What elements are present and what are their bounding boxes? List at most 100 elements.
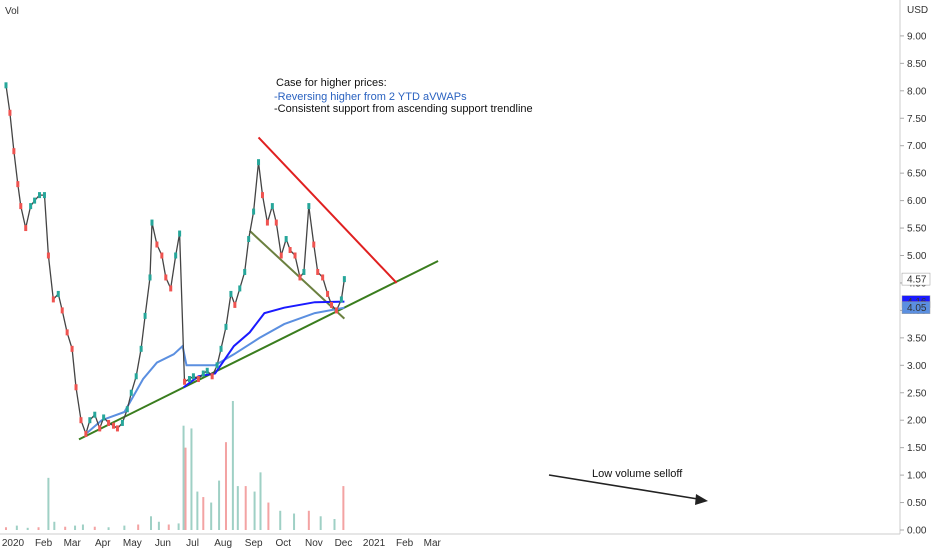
volume-bar bbox=[123, 525, 126, 530]
trendline bbox=[248, 230, 346, 320]
volume-bar bbox=[319, 516, 322, 530]
x-tick-label: Feb bbox=[396, 538, 414, 549]
avwap-line bbox=[85, 306, 345, 435]
y-tick-label: 0.50 bbox=[907, 498, 927, 509]
price-candle bbox=[224, 323, 228, 330]
price-candle bbox=[29, 203, 33, 210]
price-candle bbox=[265, 219, 269, 226]
annotation-line1: -Reversing higher from 2 YTD aVWAPs bbox=[274, 91, 467, 103]
volume-bar bbox=[74, 525, 77, 530]
currency-label: USD bbox=[907, 5, 928, 16]
price-candle bbox=[115, 425, 119, 432]
price-candle bbox=[243, 268, 247, 275]
volume-bar bbox=[202, 497, 205, 530]
y-tick-label: 7.00 bbox=[907, 141, 927, 152]
price-candle bbox=[155, 241, 159, 248]
price-candle bbox=[330, 301, 334, 308]
price-points bbox=[4, 82, 346, 437]
price-candle bbox=[169, 285, 173, 292]
volume-bar bbox=[333, 519, 336, 530]
y-tick-label: 6.00 bbox=[907, 196, 927, 207]
volume-bar bbox=[279, 510, 282, 530]
price-candle bbox=[215, 362, 219, 369]
price-candle bbox=[339, 296, 343, 303]
price-candle bbox=[178, 230, 182, 237]
price-label: 4.57 bbox=[907, 275, 927, 286]
y-tick-label: 1.50 bbox=[907, 443, 927, 454]
volume-bar bbox=[224, 442, 227, 530]
price-candle bbox=[293, 252, 297, 259]
price-candle bbox=[88, 417, 92, 424]
price-candle bbox=[191, 373, 195, 380]
price-candle bbox=[205, 367, 209, 374]
volume-bar bbox=[64, 526, 67, 530]
volume-bar bbox=[244, 486, 247, 530]
price-candle bbox=[143, 312, 147, 319]
x-tick-label: Jul bbox=[186, 538, 199, 549]
price-candle bbox=[42, 192, 46, 199]
y-tick-label: 5.50 bbox=[907, 224, 927, 235]
price-candle bbox=[120, 419, 124, 426]
annotation-header: Case for higher prices: bbox=[276, 77, 387, 89]
y-tick-label: 8.50 bbox=[907, 59, 927, 70]
price-candle bbox=[298, 274, 302, 281]
price-candle bbox=[326, 290, 330, 297]
x-tick-label: Nov bbox=[305, 538, 323, 549]
x-axis-ticks: 2020 Feb Mar Apr May Jun Jul Aug Sep Oct Nov Dec 202… bbox=[2, 538, 442, 549]
price-candle bbox=[196, 376, 200, 383]
price-series-line bbox=[5, 85, 346, 437]
volume-bar bbox=[267, 502, 270, 530]
volume-bar bbox=[190, 428, 193, 530]
price-candle bbox=[229, 290, 233, 297]
x-tick-label: Dec bbox=[335, 538, 353, 549]
x-tick-label: Aug bbox=[214, 538, 232, 549]
price-candle bbox=[112, 422, 116, 429]
price-candle bbox=[334, 307, 338, 314]
price-candle bbox=[260, 192, 264, 199]
price-label: 4.05 bbox=[907, 303, 927, 314]
price-labels: 4.574.164.05 bbox=[901, 272, 931, 314]
x-tick-label: 2021 bbox=[363, 538, 386, 549]
price-candle bbox=[8, 109, 12, 116]
price-candle bbox=[201, 370, 205, 377]
price-candle bbox=[160, 252, 164, 259]
volume-bar bbox=[4, 527, 7, 530]
price-candle bbox=[70, 345, 74, 352]
x-tick-label: Apr bbox=[95, 538, 111, 549]
volume-bars bbox=[4, 400, 345, 530]
y-tick-label: 1.00 bbox=[907, 471, 927, 482]
volume-bar bbox=[107, 527, 110, 530]
volume-bar bbox=[26, 527, 29, 530]
price-label-box bbox=[901, 301, 931, 314]
price-candle bbox=[79, 417, 83, 424]
price-candle bbox=[98, 425, 102, 432]
volume-bar bbox=[37, 527, 40, 530]
volume-bar bbox=[307, 510, 310, 530]
price-candle bbox=[24, 225, 28, 232]
volume-bar bbox=[167, 524, 170, 530]
volume-bar bbox=[53, 521, 56, 530]
volume-bar bbox=[342, 486, 345, 530]
annotation-line2: -Consistent support from ascending suppo… bbox=[274, 103, 533, 115]
x-tick-label: May bbox=[123, 538, 142, 549]
volume-bar bbox=[253, 491, 256, 530]
volume-bar bbox=[184, 447, 187, 530]
price-candle bbox=[187, 376, 191, 383]
volume-label: Vol bbox=[5, 6, 19, 17]
y-tick-label: 2.50 bbox=[907, 388, 927, 399]
trendline bbox=[257, 136, 398, 284]
volume-bar bbox=[157, 521, 160, 530]
volume-bar bbox=[231, 400, 234, 530]
volume-bar bbox=[182, 425, 185, 530]
price-candle bbox=[56, 290, 60, 297]
price-candle bbox=[302, 268, 306, 275]
price-candle bbox=[257, 159, 261, 166]
avwap-lines bbox=[85, 300, 345, 435]
trendline bbox=[78, 260, 439, 441]
volume-bar bbox=[15, 525, 18, 530]
x-tick-label: Mar bbox=[64, 538, 82, 549]
price-candle bbox=[247, 236, 251, 243]
y-tick-label: 9.00 bbox=[907, 31, 927, 42]
y-tick-label: 8.00 bbox=[907, 86, 927, 97]
trendlines bbox=[78, 136, 439, 441]
